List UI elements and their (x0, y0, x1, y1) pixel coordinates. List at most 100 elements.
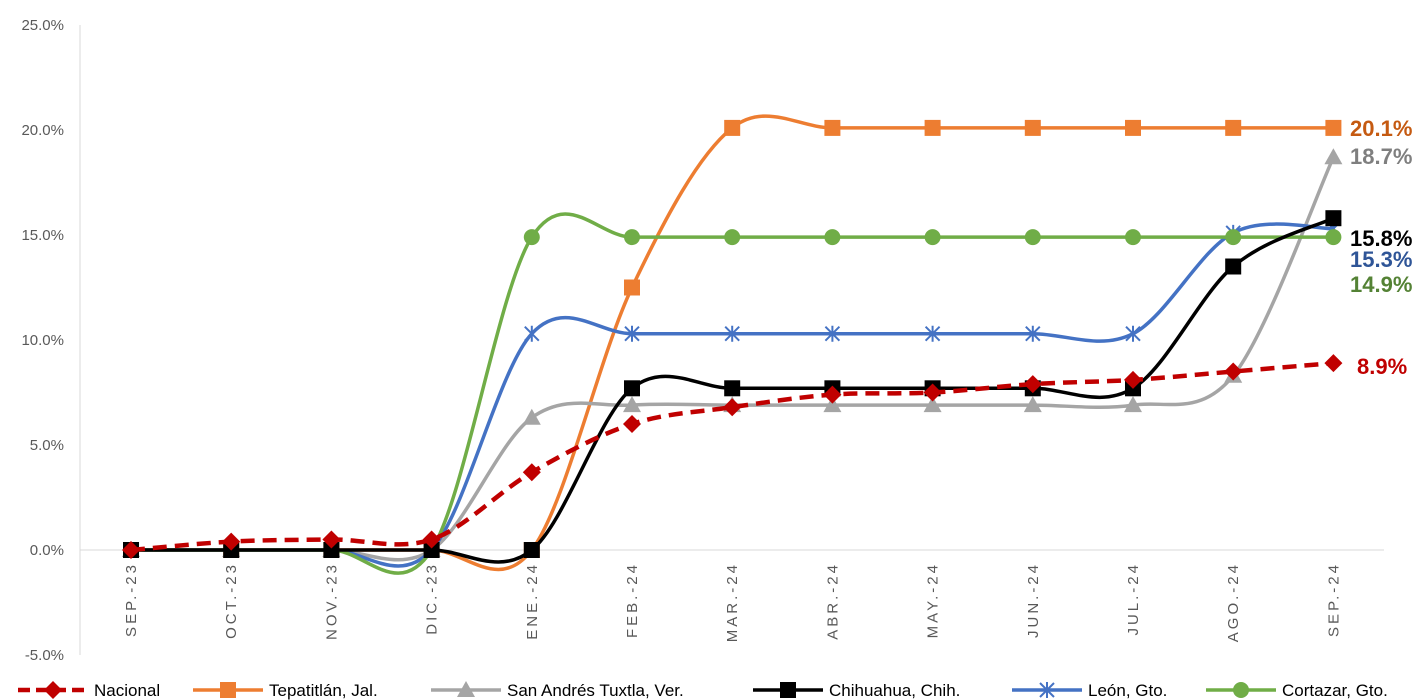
end-label-series-1: 20.1% (1350, 116, 1412, 141)
legend-5-point (1233, 682, 1249, 698)
x-tick-label: SEP.-23 (123, 562, 140, 637)
series-0-point (222, 532, 241, 551)
series-3-point (323, 542, 340, 558)
x-tick-label: SEP.-24 (1325, 562, 1342, 637)
series-1-point (1024, 119, 1041, 136)
x-tick-label: JUN.-24 (1025, 562, 1042, 638)
legend-label: Nacional (94, 681, 160, 700)
x-tick-labels: SEP.-23 OCT.-23 NOV.-23 DIC.-23 ENE.-24 FEB.-… (123, 562, 1342, 642)
series-1-point (824, 119, 841, 136)
legend-label: San Andrés Tuxtla, Ver. (507, 681, 684, 700)
x-tick-label: MAR.-24 (724, 562, 741, 642)
series-5-point (1125, 229, 1141, 246)
series-1-point (624, 279, 640, 296)
legend-item: Tepatitlán, Jal. (193, 681, 378, 700)
series-0-point (122, 541, 140, 559)
y-tick-label: 10.0% (21, 332, 64, 349)
end-label-series-3: 15.8% (1350, 226, 1412, 251)
x-tick-label: AGO.-24 (1225, 562, 1242, 642)
series-3 (123, 210, 1342, 564)
series-3-point (1225, 258, 1242, 275)
series-3-point (724, 380, 741, 397)
series-4-point (824, 325, 841, 342)
x-tick-label: ABR.-24 (824, 562, 841, 640)
legend-item: León, Gto. (1012, 681, 1167, 700)
series-0-point (623, 415, 641, 433)
x-tick-label: JUL.-24 (1125, 562, 1142, 636)
series-0-point (723, 398, 742, 417)
series-5-point (724, 229, 741, 246)
series-4-point (624, 325, 640, 342)
series-4-point (1125, 325, 1141, 342)
x-tick-label: ENE.-24 (524, 562, 541, 640)
legend-label: Chihuahua, Chih. (829, 681, 960, 700)
x-tick-label: NOV.-23 (323, 562, 340, 640)
series-2 (122, 148, 1343, 562)
series-0-point (1224, 362, 1243, 381)
legend-item: Nacional (18, 681, 160, 700)
series-0-point (923, 383, 942, 402)
y-tick-label: 20.0% (21, 122, 64, 139)
legend: Nacional Tepatitlán, Jal. San Andrés Tuxtl… (18, 681, 1388, 700)
series-0 (122, 354, 1343, 559)
legend-label: León, Gto. (1088, 681, 1167, 700)
series-4-point (524, 325, 540, 342)
series-0-point (1124, 370, 1142, 389)
x-tick-label: MAY.-24 (925, 562, 942, 638)
series-5-point (924, 229, 941, 246)
series-0-point (422, 530, 441, 549)
legend-2-point (457, 681, 475, 697)
series-1 (123, 114, 1342, 572)
series-1-point (1225, 119, 1242, 136)
legend-label: Cortazar, Gto. (1282, 681, 1388, 700)
series-2-point (522, 408, 541, 425)
series-2-line (130, 156, 1335, 562)
legend-4-point (1039, 682, 1055, 698)
series-5-point (1325, 229, 1342, 246)
series-5-point (824, 229, 841, 246)
series-1-point (1325, 119, 1342, 136)
y-tick-label: 5.0% (30, 437, 64, 454)
end-label-series-2: 18.7% (1350, 144, 1412, 169)
series-2-point (923, 396, 942, 413)
y-tick-label: 15.0% (21, 227, 64, 244)
series-5-point (523, 229, 540, 246)
series-0-point (322, 530, 341, 549)
series-3-point (1325, 210, 1342, 227)
y-tick-label: 25.0% (21, 17, 64, 34)
series-1-point (724, 119, 741, 136)
legend-label: Tepatitlán, Jal. (269, 681, 378, 700)
series-2-point (623, 396, 641, 413)
y-tick-label: -5.0% (25, 647, 64, 664)
series-1-line (130, 114, 1334, 572)
series-0-point (522, 463, 541, 482)
x-tick-label: DIC.-23 (424, 562, 441, 635)
series-0-point (1324, 354, 1343, 373)
series-lines (122, 114, 1343, 575)
series-5-point (624, 229, 640, 246)
series-4-point (924, 325, 941, 342)
series-0-point (1023, 375, 1042, 394)
series-1-point (924, 119, 941, 136)
legend-item: Chihuahua, Chih. (753, 681, 960, 700)
end-label-series-0: 8.9% (1357, 354, 1407, 379)
end-labels: 8.9% 20.1% 18.7% 15.8%15.3%14.9% (1350, 116, 1412, 379)
legend-item: Cortazar, Gto. (1206, 681, 1388, 700)
end-label-series-5: 14.9% (1350, 272, 1412, 297)
series-2-point (823, 396, 842, 413)
series-3-point (523, 542, 540, 558)
series-4-point (1025, 325, 1041, 342)
series-2-point (1023, 396, 1042, 413)
legend-item: San Andrés Tuxtla, Ver. (431, 681, 684, 700)
series-0-point (823, 385, 842, 404)
end-label-series-4: 15.3% (1350, 247, 1412, 272)
x-tick-label: FEB.-24 (624, 562, 641, 638)
series-5-point (1024, 229, 1041, 246)
legend-0-point (44, 681, 62, 699)
legend-1-point (220, 682, 236, 698)
series-5-point (1225, 229, 1242, 246)
series-3-point (624, 380, 640, 397)
series-3-point (423, 542, 440, 558)
